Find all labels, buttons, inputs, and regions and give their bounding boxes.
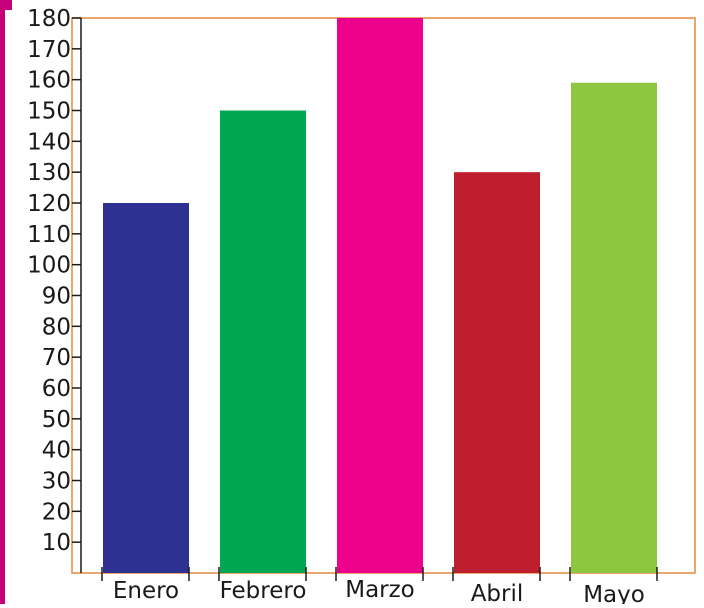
- bars-layer: [103, 18, 657, 573]
- left-edge-accent: [0, 0, 5, 604]
- y-tick-label-90: 90: [42, 284, 71, 310]
- bar-mayo: [571, 82, 657, 573]
- y-tick-label-100: 100: [27, 253, 71, 279]
- x-tick-label-mayo: Mayo: [583, 582, 645, 604]
- x-tick-label-marzo: Marzo: [345, 577, 415, 603]
- y-tick-label-180: 180: [27, 6, 71, 32]
- y-tick-label-60: 60: [42, 376, 71, 402]
- bar-abril: [454, 172, 540, 573]
- y-tick-label-160: 160: [27, 68, 71, 94]
- y-axis: 10 20 30 40 50 60 70 80 90 100 110 120 130 140 150 160 1…: [27, 6, 82, 573]
- bar-marzo: [337, 18, 423, 573]
- x-tick-label-enero: Enero: [113, 578, 179, 604]
- y-tick-label-130: 130: [27, 160, 71, 186]
- y-tick-label-110: 110: [27, 222, 71, 248]
- bar-febrero: [220, 110, 306, 573]
- y-tick-label-120: 120: [27, 191, 71, 217]
- y-tick-label-140: 140: [27, 129, 71, 155]
- y-tick-label-20: 20: [42, 499, 71, 525]
- y-tick-label-30: 30: [42, 469, 71, 495]
- y-tick-label-70: 70: [42, 345, 71, 371]
- x-axis: Enero Febrero Marzo Abril Mayo: [101, 567, 658, 608]
- y-tick-label-40: 40: [42, 438, 71, 464]
- y-tick-label-50: 50: [42, 407, 71, 433]
- y-tick-label-170: 170: [27, 37, 71, 63]
- bar-enero: [103, 203, 189, 573]
- y-tick-label-150: 150: [27, 99, 71, 125]
- y-tick-label-10: 10: [42, 530, 71, 556]
- x-tick-label-abril: Abril: [471, 581, 524, 604]
- top-left-accent: [0, 0, 12, 10]
- x-tick-label-febrero: Febrero: [220, 578, 307, 604]
- y-tick-label-80: 80: [42, 314, 71, 340]
